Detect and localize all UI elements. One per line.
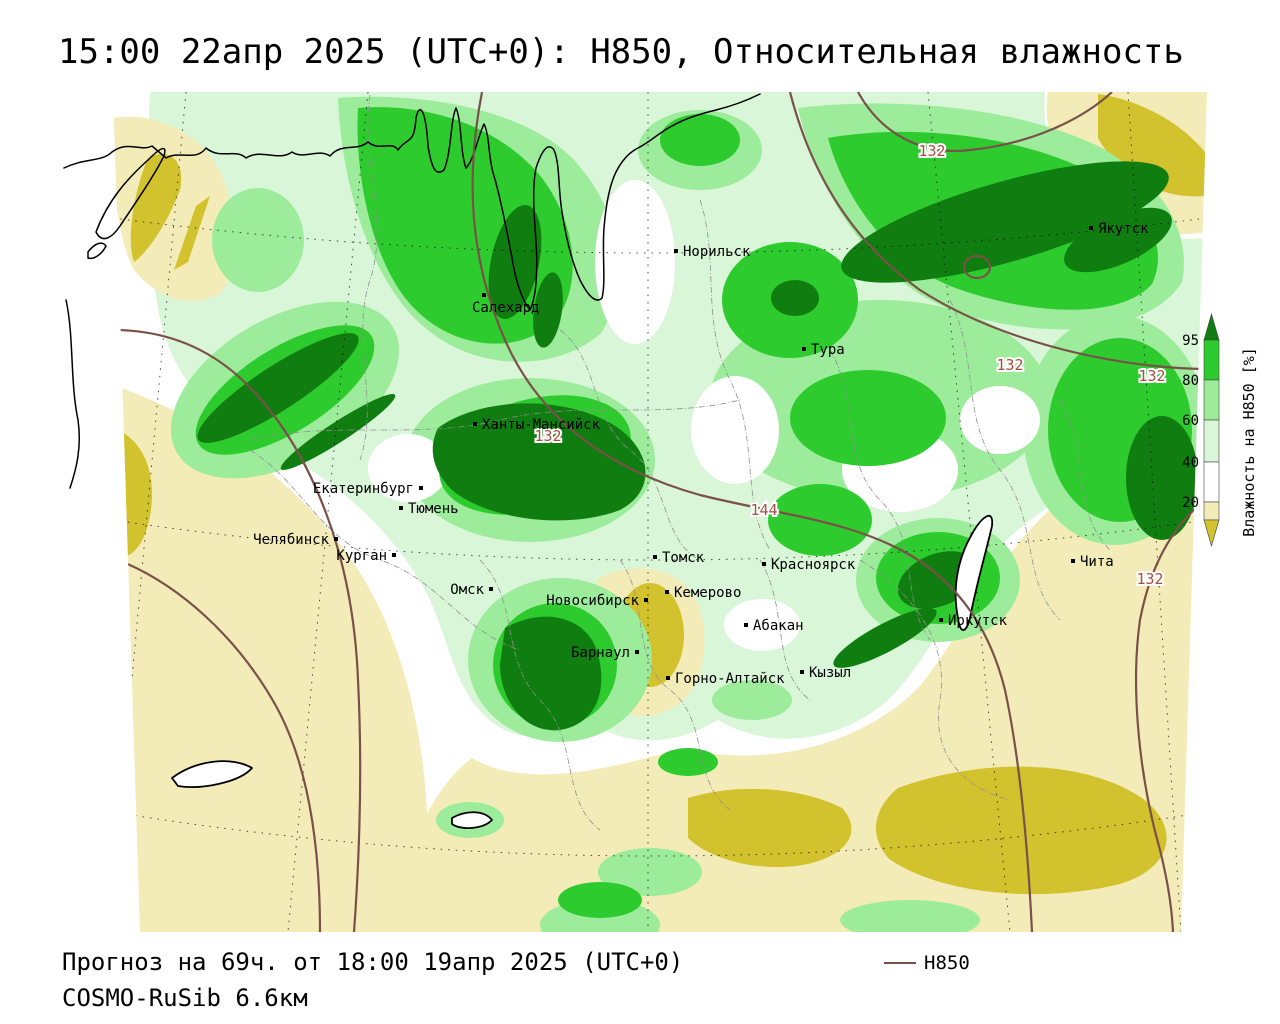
colorbar-tick-label: 80 (1182, 373, 1199, 389)
contour-value-label: 144 (750, 501, 777, 519)
city-dot (674, 249, 678, 253)
page-title: 15:00 22апр 2025 (UTC+0): H850, Относите… (58, 32, 1184, 72)
city-dot (1089, 226, 1093, 230)
colorbar-tick-label: 20 (1182, 495, 1199, 511)
city-dot (762, 562, 766, 566)
coastlines (63, 93, 994, 829)
city-label: Красноярск (771, 557, 856, 573)
colorbar-segment (1203, 501, 1220, 521)
colorbar-tick-label: 40 (1182, 455, 1199, 471)
colorbar-segment (1203, 419, 1220, 463)
city-dot (334, 537, 338, 541)
city-dot (489, 587, 493, 591)
city-label: Иркутск (948, 613, 1008, 629)
colorbar-segment (1203, 379, 1220, 421)
h850-legend-line (884, 962, 916, 964)
city-label: Абакан (753, 618, 804, 634)
model-info: COSMO-RuSib 6.6км (62, 984, 308, 1012)
city-dot (665, 590, 669, 594)
colorbar-segment (1203, 339, 1220, 381)
contour-value-label: 132 (918, 142, 945, 160)
city-label: Новосибирск (546, 593, 639, 609)
colorbar-title: Влажность на H850 [%] (1240, 347, 1258, 537)
city-label: Курган (336, 548, 387, 564)
city-dot (635, 650, 639, 654)
colorbar-ticks: 95 80 60 40 20 (1182, 333, 1199, 511)
lake-baikal (954, 514, 994, 631)
city-dot (1071, 559, 1075, 563)
city-label: Челябинск (253, 532, 329, 548)
city-label: Омск (450, 582, 484, 598)
city-label: Кызыл (809, 665, 851, 681)
city-label: Якутск (1098, 221, 1149, 237)
lake-balkhash (171, 760, 253, 788)
city-label: Тура (811, 342, 845, 358)
colorbar-tick-label: 60 (1182, 413, 1199, 429)
city-label: Тюмень (408, 501, 459, 517)
city-dot (644, 598, 648, 602)
city-label: Екатеринбург (313, 481, 414, 497)
city-label: Горно-Алтайск (675, 671, 785, 687)
humidity-field (113, 92, 1207, 932)
lake-issyk-kul (451, 811, 493, 829)
forecast-info: Прогноз на 69ч. от 18:00 19апр 2025 (UTC… (62, 948, 684, 976)
city-label: Норильск (683, 244, 751, 260)
city-dot (392, 553, 396, 557)
h850-legend: H850 (884, 952, 970, 974)
humidity-colorbar: 95 80 60 40 20 Влажность на H850 [%] (1182, 312, 1258, 548)
city-label: Чита (1080, 554, 1114, 570)
contour-value-label: 132 (1136, 570, 1163, 588)
contour-value-label: 132 (534, 427, 561, 445)
colorbar-tick-label: 95 (1182, 333, 1199, 349)
contour-labels: 132 132 132 132 144 132 (532, 140, 1167, 590)
city-dot (473, 422, 477, 426)
city-label: Кемерово (674, 585, 741, 601)
city-markers: Норильск Салехард Тура Якутск Ханты-Мансийск… (253, 221, 1149, 687)
city-dot (939, 618, 943, 622)
city-dot (399, 506, 403, 510)
graticule (113, 92, 1207, 932)
city-label: Томск (662, 550, 705, 566)
city-dot (802, 347, 806, 351)
city-label: Ханты-Мансийск (482, 417, 601, 433)
city-dot (800, 670, 804, 674)
city-dot (653, 555, 657, 559)
city-label: Салехард (472, 300, 539, 316)
city-dot (744, 623, 748, 627)
city-dot (419, 486, 423, 490)
city-dot (666, 676, 670, 680)
h850-legend-label: H850 (924, 952, 970, 974)
colorbar-arrow-up (1203, 312, 1220, 341)
city-dot (482, 293, 486, 297)
contour-value-label: 132 (1138, 367, 1165, 385)
colorbar-arrow-down (1203, 519, 1220, 548)
contour-value-label: 132 (996, 356, 1023, 374)
city-label: Барнаул (571, 645, 630, 661)
colorbar-segment (1203, 461, 1220, 503)
admin-borders (249, 94, 1111, 831)
contour-lines (113, 92, 1207, 932)
